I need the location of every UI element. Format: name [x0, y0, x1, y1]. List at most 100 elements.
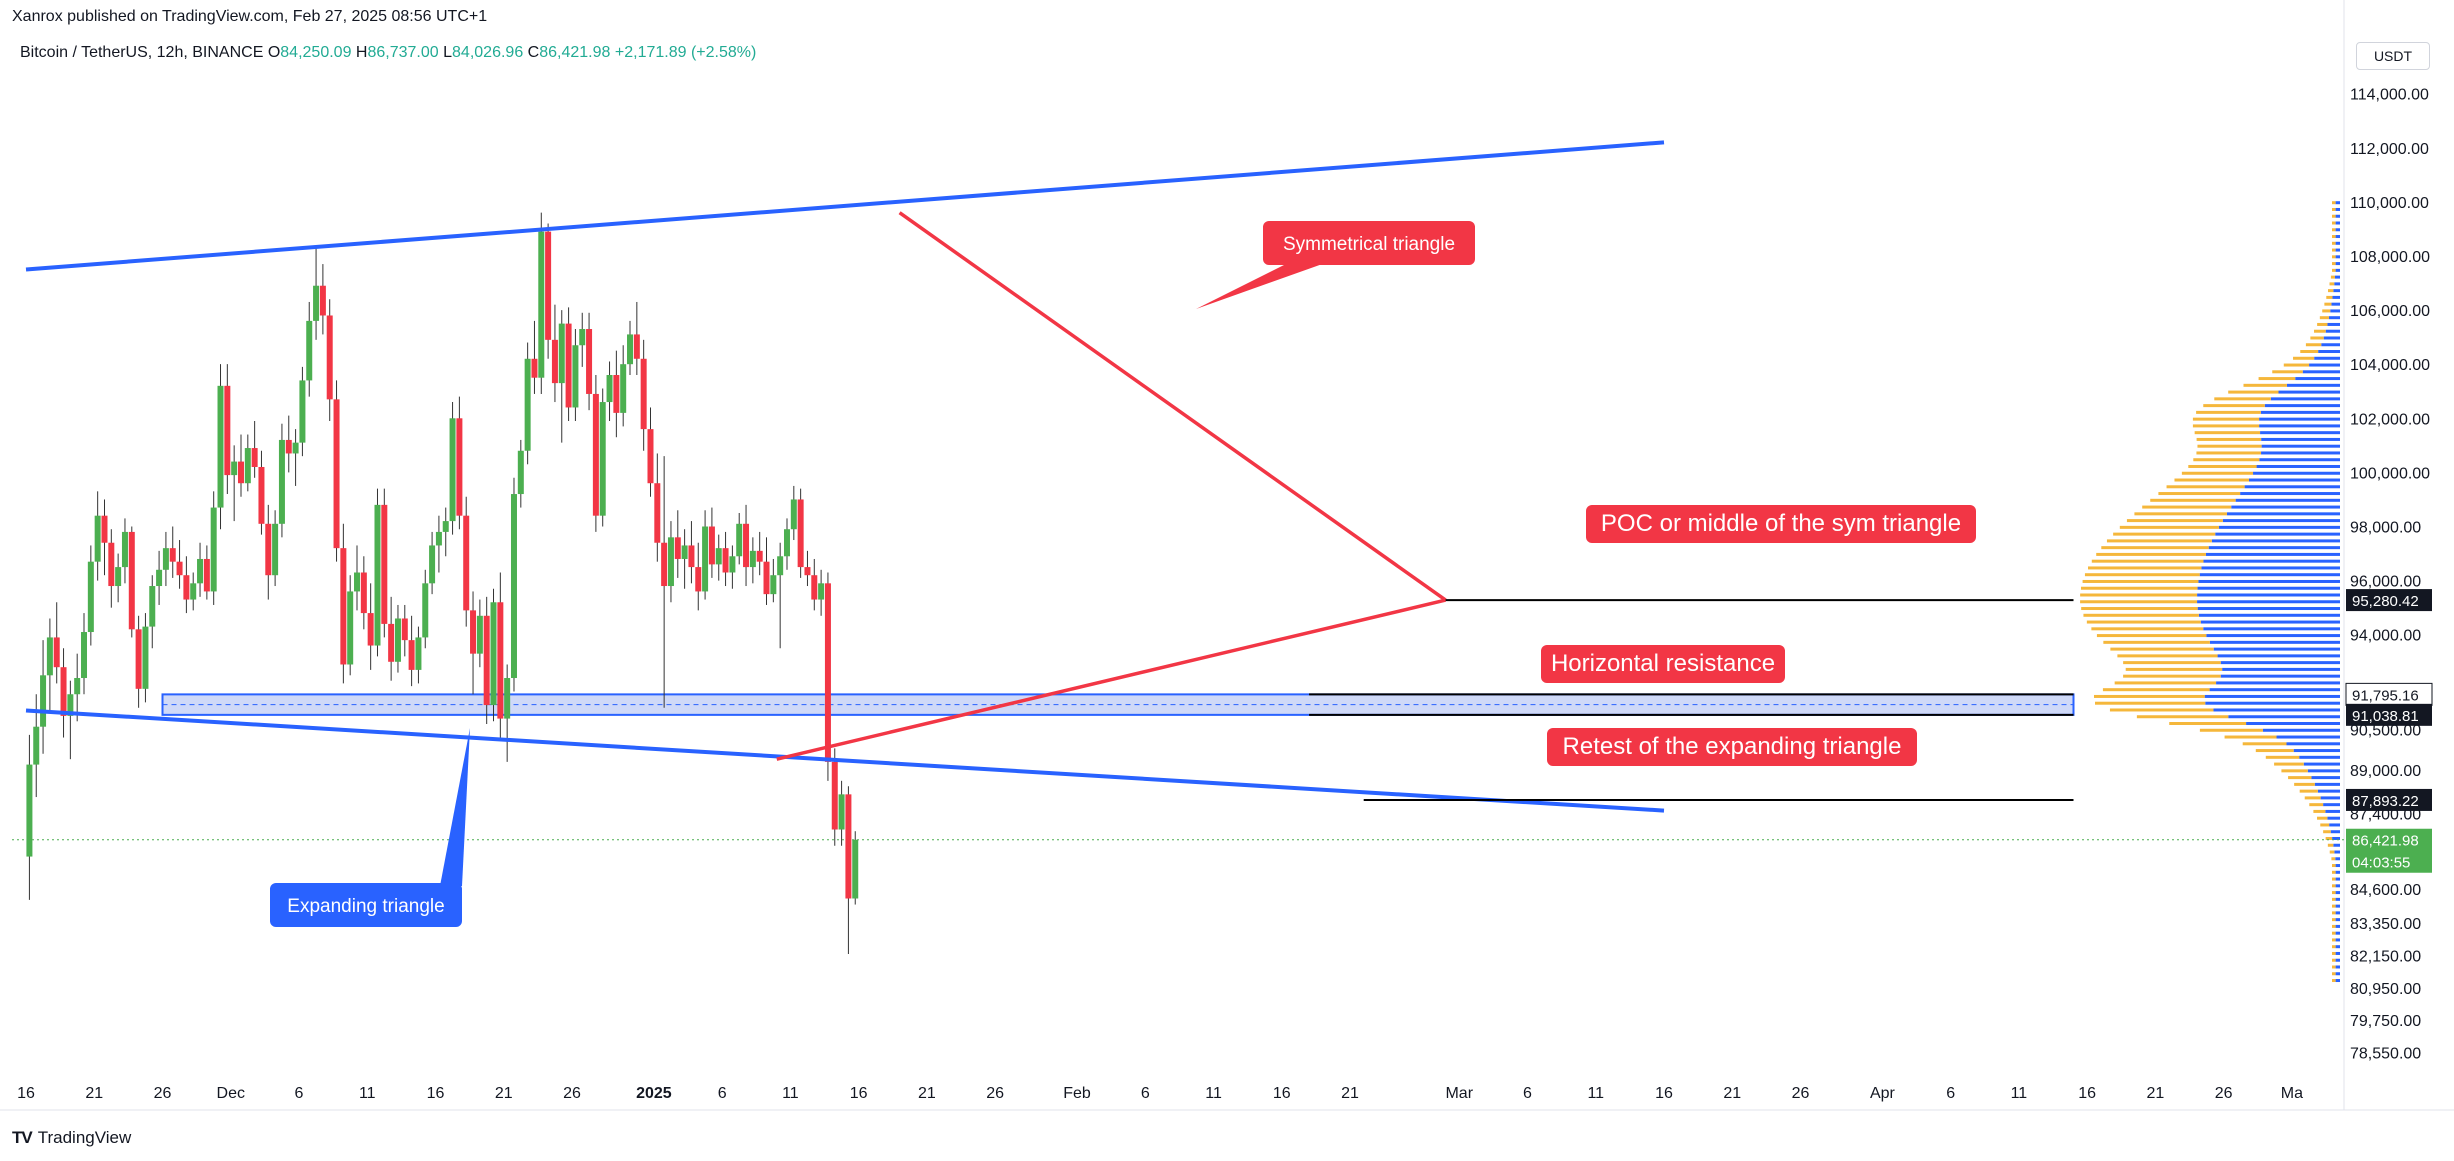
- candle-down: [824, 583, 831, 762]
- candle-up: [121, 531, 128, 568]
- candle-down: [497, 602, 504, 719]
- volume-profile-bar-sell: [2136, 715, 2229, 719]
- volume-profile-bar-buy: [2335, 918, 2340, 922]
- y-tick-label: 82,150.00: [2350, 948, 2421, 965]
- volume-profile-bar-buy: [2335, 864, 2340, 868]
- symmetrical-triangle-upper-line: [898, 211, 1447, 602]
- y-tick-label: 108,000.00: [2350, 249, 2430, 266]
- close-label: C: [527, 44, 540, 61]
- volume-profile-bar-buy: [2334, 282, 2340, 286]
- candle-down: [237, 461, 244, 484]
- price-tag: [2346, 703, 2432, 726]
- x-tick-label: 26: [563, 1085, 581, 1102]
- x-tick-label: Dec: [217, 1085, 245, 1102]
- candle-up: [572, 345, 579, 408]
- volume-profile-bar-buy: [2331, 302, 2340, 306]
- tradingview-brand[interactable]: TV TradingView: [12, 1128, 131, 1148]
- volume-profile-bar-sell: [2332, 891, 2336, 895]
- symmetrical-triangle-label-text: Symmetrical triangle: [1283, 234, 1455, 255]
- x-tick-label: 11: [2011, 1085, 2028, 1102]
- symbol-label[interactable]: Bitcoin / TetherUS, 12h, BINANCE: [20, 44, 264, 61]
- price-tag-text: 87,893.22: [2352, 793, 2419, 810]
- volume-profile-bar-buy: [2320, 796, 2340, 800]
- volume-profile-bar-buy: [2276, 735, 2340, 739]
- volume-profile-bar-buy: [2335, 268, 2340, 272]
- volume-profile-bar-buy: [2334, 850, 2340, 854]
- volume-profile-bar-sell: [2320, 823, 2330, 827]
- expanding-triangle-lower-line: [25, 708, 1665, 813]
- candle-down: [258, 466, 265, 524]
- x-tick-label: 21: [918, 1085, 936, 1102]
- volume-profile-bar-sell: [2332, 951, 2336, 955]
- volume-profile-bar-sell: [2332, 972, 2336, 976]
- volume-profile-bar-buy: [2335, 255, 2340, 259]
- candle-down: [285, 439, 292, 454]
- volume-profile-bar-sell: [2082, 579, 2199, 583]
- volume-profile-bar-buy: [2270, 397, 2340, 401]
- volume-profile-bar-buy: [2303, 762, 2340, 766]
- volume-profile-bar-sell: [2327, 843, 2334, 847]
- volume-profile-bar-sell: [2106, 539, 2212, 543]
- volume-profile-bar-buy: [2220, 661, 2340, 665]
- volume-profile-bar-buy: [2197, 607, 2340, 611]
- volume-profile-bar-sell: [2332, 228, 2336, 232]
- volume-profile-bar-buy: [2321, 343, 2340, 347]
- volume-profile-bar-buy: [2228, 715, 2340, 719]
- candle-up: [142, 626, 149, 689]
- candle-up: [736, 523, 743, 557]
- x-tick-label: 6: [718, 1085, 727, 1102]
- volume-profile-bar-sell: [2080, 593, 2198, 597]
- volume-profile-bar-sell: [2196, 451, 2262, 455]
- y-tick-label: 89,000.00: [2350, 763, 2421, 780]
- volume-profile-bar-sell: [2314, 329, 2326, 333]
- volume-profile-bar-buy: [2330, 830, 2340, 834]
- volume-profile-bar-buy: [2256, 464, 2340, 468]
- volume-profile-bar-buy: [2246, 722, 2340, 726]
- volume-profile-bar-sell: [2332, 221, 2336, 225]
- volume-profile-bar-buy: [2293, 749, 2340, 753]
- volume-profile-bar-buy: [2203, 627, 2340, 631]
- volume-profile-bar-sell: [2317, 322, 2328, 326]
- volume-profile-bar-buy: [2325, 809, 2340, 813]
- volume-profile-bar-sell: [2196, 437, 2262, 441]
- volume-profile-bar-buy: [2204, 694, 2340, 698]
- volume-profile-bar-sell: [2199, 728, 2263, 732]
- candle-up: [40, 675, 47, 727]
- currency-selector[interactable]: USDT: [2356, 42, 2430, 70]
- candle-up: [770, 575, 777, 595]
- volume-profile-bar-sell: [2158, 492, 2241, 496]
- volume-profile-bar-buy: [2218, 525, 2340, 529]
- volume-profile-bar-sell: [2319, 316, 2329, 320]
- candle-down: [640, 358, 647, 430]
- y-tick-label: 104,000.00: [2350, 357, 2430, 374]
- price-tag-text: 91,038.81: [2352, 708, 2419, 725]
- volume-profile-bar-sell: [2203, 404, 2265, 408]
- candle-down: [483, 615, 490, 706]
- volume-profile-bar-buy: [2328, 316, 2340, 320]
- volume-profile-bar-buy: [2333, 843, 2340, 847]
- candle-down: [108, 542, 115, 587]
- candle-down: [251, 448, 258, 467]
- volume-profile-bar-buy: [2335, 214, 2340, 218]
- candle-down: [592, 393, 599, 516]
- volume-profile-bar-buy: [2213, 708, 2340, 712]
- x-tick-label: 2025: [636, 1085, 672, 1102]
- volume-profile-bar-sell: [2192, 424, 2260, 428]
- x-tick-label: Apr: [1870, 1085, 1896, 1102]
- volume-profile-bar-buy: [2335, 938, 2340, 942]
- volume-profile-bar-buy: [2253, 471, 2340, 475]
- volume-profile-bar-sell: [2091, 559, 2204, 563]
- y-tick-label: 79,750.00: [2350, 1013, 2421, 1030]
- candle-down: [456, 418, 463, 516]
- volume-profile-bar-buy: [2335, 235, 2340, 239]
- volume-profile-bar-sell: [2083, 613, 2199, 617]
- candle-up: [627, 334, 634, 365]
- high-value: 86,737.00: [367, 44, 439, 61]
- candle-up: [818, 583, 825, 600]
- candle-up: [197, 558, 204, 584]
- volume-profile-bar-buy: [2335, 241, 2340, 245]
- volume-profile-bar-sell: [2332, 904, 2336, 908]
- candle-down: [463, 515, 470, 611]
- volume-profile-bar-buy: [2335, 884, 2340, 888]
